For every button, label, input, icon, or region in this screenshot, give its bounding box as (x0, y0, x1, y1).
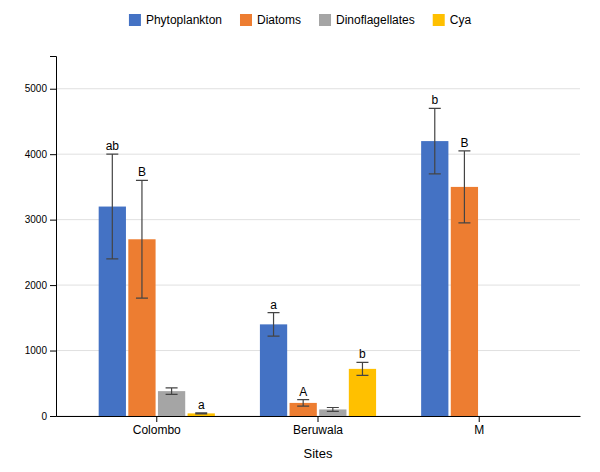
y-tick-mark (50, 154, 56, 155)
x-tick: M (474, 416, 484, 437)
x-axis: Colombo Beruwala M (57, 416, 581, 437)
y-axis-line (50, 57, 57, 417)
error-bar (268, 313, 280, 337)
legend: Phytoplankton Diatoms Dinoflagellates Cya (129, 13, 471, 27)
legend-item: Dinoflagellates (319, 13, 415, 27)
y-tick-label: 1000 (25, 345, 48, 356)
bar (260, 324, 287, 416)
series (158, 388, 346, 416)
significance-label: b (359, 347, 366, 361)
error-bar (327, 407, 339, 411)
x-tick-label: M (474, 423, 484, 437)
y-tick-mark (50, 416, 56, 417)
legend-label: Diatoms (257, 13, 301, 27)
y-tick-label: 2000 (25, 280, 48, 291)
y-tick: 0 (41, 411, 56, 422)
grid-line (56, 88, 580, 89)
bar (188, 413, 215, 416)
legend-item: Cya (433, 13, 472, 27)
y-tick: 3000 (25, 214, 56, 225)
legend-swatch (240, 14, 252, 26)
y-tick: 5000 (25, 83, 56, 94)
legend-label: Dinoflagellates (336, 13, 415, 27)
error-bar (458, 151, 470, 223)
series (188, 362, 376, 416)
y-tick: 4000 (25, 149, 56, 160)
error-bar (136, 180, 148, 298)
y-tick-label: 0 (41, 411, 47, 422)
legend-swatch (319, 14, 331, 26)
grid-line (56, 154, 580, 155)
grid-line (56, 219, 580, 220)
bar (421, 141, 448, 416)
y-tick-label: 3000 (25, 214, 48, 225)
error-bar (356, 362, 368, 375)
significance-label: b (431, 93, 438, 107)
bars (99, 108, 478, 416)
y-axis: 0 1000 2000 3000 4000 5000 (25, 57, 57, 422)
plot: 010002000300040005000ababBABabColomboBer… (25, 57, 581, 462)
y-tick-mark (50, 89, 56, 90)
significance-label: B (138, 165, 146, 179)
legend-swatch (129, 14, 141, 26)
y-tick-label: 4000 (25, 149, 48, 160)
series (128, 151, 478, 416)
significance-label: A (299, 385, 307, 399)
significance-label: B (460, 136, 468, 150)
x-axis-title: Sites (304, 446, 333, 461)
x-tick: Colombo (133, 416, 181, 437)
y-tick-mark (50, 351, 56, 352)
error-bar (429, 108, 441, 173)
legend-swatch (433, 14, 445, 26)
significance-label: a (198, 398, 205, 412)
chart: 010002000300040005000ababBABabColomboBer… (0, 0, 600, 472)
y-tick-mark (50, 220, 56, 221)
y-tick: 2000 (25, 280, 56, 291)
legend-item: Phytoplankton (129, 13, 222, 27)
x-tick: Beruwala (293, 416, 343, 437)
significance-label: a (270, 298, 277, 312)
grid (56, 89, 580, 416)
x-tick-label: Beruwala (293, 423, 343, 437)
error-bar (106, 154, 118, 259)
x-tick-mark (156, 416, 157, 422)
x-tick-mark (318, 416, 319, 422)
legend-label: Phytoplankton (146, 13, 222, 27)
error-bar (297, 400, 309, 407)
error-bar (195, 413, 207, 414)
x-tick-label: Colombo (133, 423, 181, 437)
y-tick-label: 5000 (25, 83, 48, 94)
legend-label: Cya (450, 13, 472, 27)
legend-item: Diatoms (240, 13, 301, 27)
x-tick-mark (479, 416, 480, 422)
chart-container: 010002000300040005000ababBABabColomboBer… (0, 0, 600, 472)
error-bar (166, 388, 178, 395)
bar-labels: ababBABab (106, 93, 469, 411)
significance-label: ab (106, 139, 120, 153)
y-tick-mark (50, 285, 56, 286)
y-tick: 1000 (25, 345, 56, 356)
series (99, 108, 449, 416)
